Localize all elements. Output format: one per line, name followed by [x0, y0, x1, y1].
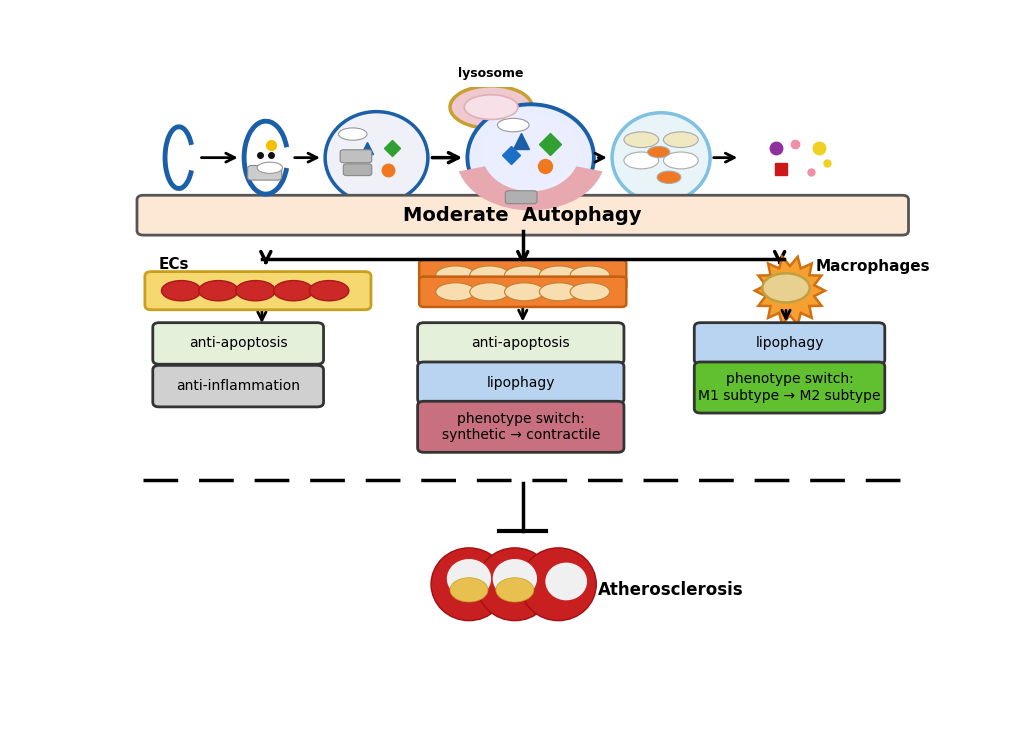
- Text: VSMCs: VSMCs: [550, 259, 607, 274]
- Text: anti-inflammation: anti-inflammation: [176, 379, 300, 393]
- Ellipse shape: [761, 273, 809, 303]
- Text: phenotype switch:
M1 subtype → M2 subtype: phenotype switch: M1 subtype → M2 subtyp…: [698, 373, 880, 402]
- Ellipse shape: [435, 266, 475, 284]
- FancyBboxPatch shape: [694, 362, 883, 413]
- Text: Moderate  Autophagy: Moderate Autophagy: [404, 206, 641, 225]
- Ellipse shape: [570, 266, 609, 284]
- Ellipse shape: [449, 578, 487, 602]
- FancyBboxPatch shape: [153, 323, 323, 364]
- Ellipse shape: [325, 112, 428, 203]
- Ellipse shape: [449, 86, 532, 128]
- Text: Phagophore: Phagophore: [139, 200, 219, 213]
- Ellipse shape: [662, 152, 698, 169]
- FancyBboxPatch shape: [419, 276, 626, 307]
- Ellipse shape: [495, 578, 533, 602]
- FancyBboxPatch shape: [343, 164, 371, 176]
- FancyBboxPatch shape: [137, 195, 908, 235]
- Ellipse shape: [161, 281, 201, 301]
- Ellipse shape: [497, 118, 529, 132]
- Ellipse shape: [309, 281, 348, 301]
- Ellipse shape: [520, 548, 596, 620]
- Ellipse shape: [435, 283, 475, 301]
- Ellipse shape: [656, 171, 681, 184]
- Text: Fusion: Fusion: [508, 200, 551, 213]
- Ellipse shape: [491, 558, 537, 599]
- Ellipse shape: [611, 113, 709, 203]
- FancyBboxPatch shape: [417, 401, 624, 452]
- Text: phenotype switch:
synthetic → contractile: phenotype switch: synthetic → contractil…: [441, 412, 599, 442]
- Ellipse shape: [338, 128, 367, 140]
- Text: lysosome: lysosome: [458, 67, 524, 80]
- Ellipse shape: [504, 283, 543, 301]
- Wedge shape: [459, 157, 602, 211]
- FancyBboxPatch shape: [417, 362, 624, 404]
- Ellipse shape: [464, 95, 518, 120]
- Polygon shape: [754, 257, 824, 324]
- Ellipse shape: [662, 132, 698, 147]
- Ellipse shape: [257, 162, 282, 174]
- Text: Recycled products: Recycled products: [742, 200, 863, 213]
- Ellipse shape: [539, 283, 579, 301]
- Ellipse shape: [199, 281, 238, 301]
- FancyBboxPatch shape: [694, 323, 883, 364]
- Ellipse shape: [624, 132, 658, 147]
- FancyBboxPatch shape: [145, 272, 371, 310]
- Text: lipophagy: lipophagy: [754, 337, 823, 351]
- Text: Autolysosome: Autolysosome: [614, 200, 707, 213]
- Text: Autophagosome: Autophagosome: [323, 200, 430, 213]
- Ellipse shape: [273, 281, 313, 301]
- Ellipse shape: [467, 104, 593, 211]
- Text: Atherosclerosis: Atherosclerosis: [597, 581, 743, 599]
- Ellipse shape: [470, 283, 508, 301]
- Ellipse shape: [431, 548, 506, 620]
- Ellipse shape: [504, 266, 543, 284]
- Text: anti-apoptosis: anti-apoptosis: [471, 337, 570, 351]
- Ellipse shape: [647, 147, 669, 157]
- Text: Macrophages: Macrophages: [814, 259, 929, 274]
- Ellipse shape: [477, 548, 552, 620]
- FancyBboxPatch shape: [248, 165, 281, 180]
- Text: anti-apoptosis: anti-apoptosis: [189, 337, 287, 351]
- FancyBboxPatch shape: [504, 191, 536, 203]
- Text: lipophagy: lipophagy: [486, 375, 554, 390]
- Ellipse shape: [470, 266, 508, 284]
- Ellipse shape: [545, 563, 587, 600]
- Ellipse shape: [624, 152, 658, 169]
- Ellipse shape: [539, 266, 579, 284]
- Text: Elongation: Elongation: [230, 200, 301, 213]
- FancyBboxPatch shape: [417, 323, 624, 364]
- FancyBboxPatch shape: [419, 260, 626, 290]
- Ellipse shape: [235, 281, 275, 301]
- Ellipse shape: [481, 113, 579, 191]
- FancyBboxPatch shape: [153, 365, 323, 407]
- FancyBboxPatch shape: [339, 149, 371, 163]
- Text: ECs: ECs: [159, 257, 190, 272]
- Ellipse shape: [445, 558, 491, 599]
- Ellipse shape: [570, 283, 609, 301]
